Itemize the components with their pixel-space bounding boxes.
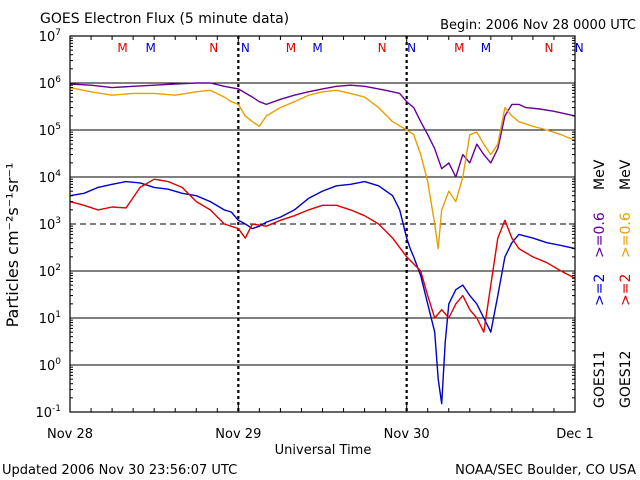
begin-time-label: Begin: 2006 Nov 28 0000 UTC	[440, 18, 636, 33]
legend-goes11: GOES11	[592, 351, 608, 408]
y-tick-exponent: 5	[55, 122, 61, 132]
legend-e2-goes11: >=2	[592, 274, 608, 306]
x-tick-label-3: Dec 1	[556, 427, 594, 442]
y-tick-exponent: 0	[55, 357, 61, 367]
marker-n-10: N	[545, 41, 554, 55]
updated-timestamp: Updated 2006 Nov 30 23:56:07 UTC	[2, 463, 237, 478]
series-group	[69, 82, 576, 405]
y-tick-exponent: 2	[55, 263, 61, 273]
series-line-3	[69, 178, 576, 333]
marker-n-3: N	[241, 41, 250, 55]
marker-m-9: M	[481, 41, 491, 55]
x-tick-label-1: Nov 29	[215, 427, 261, 442]
y-tick-exponent: 1	[55, 310, 61, 320]
y-axis-label: Particles cm⁻²s⁻¹sr⁻¹	[3, 163, 22, 328]
marker-m-5: M	[312, 41, 322, 55]
marker-m-8: M	[454, 41, 464, 55]
legend-e06-goes11: >=0.6	[592, 212, 608, 258]
legend-e06-goes12: >=0.6	[618, 212, 634, 258]
x-tick-label-2: Nov 30	[384, 427, 430, 442]
y-tick-exponent: 4	[55, 169, 61, 179]
legend-e2-goes12: >=2	[618, 274, 634, 306]
marker-n-6: N	[378, 41, 387, 55]
marker-m-0: M	[117, 41, 127, 55]
credit-label: NOAA/SEC Boulder, CO USA	[455, 463, 636, 478]
y-tick-exponent: -1	[52, 404, 61, 414]
x-tick-label-0: Nov 28	[47, 427, 93, 442]
marker-m-4: M	[286, 41, 296, 55]
legend-goes12: GOES12	[618, 351, 634, 408]
marker-n-7: N	[407, 41, 416, 55]
right-legend: GOES11 GOES12 >=2 >=0.6 MeV >=2 >=0.6 Me…	[592, 159, 634, 408]
y-tick-exponent: 6	[55, 75, 61, 85]
marker-n-11: N	[575, 41, 584, 55]
gridlines	[70, 82, 575, 366]
legend-unit-goes11: MeV	[592, 159, 608, 190]
marker-n-2: N	[209, 41, 218, 55]
marker-m-1: M	[145, 41, 155, 55]
x-axis-label: Universal Time	[275, 443, 372, 458]
day-separators	[237, 36, 408, 412]
y-tick-exponent: 3	[55, 216, 61, 226]
x-axis-ticks: Nov 28 Nov 29 Nov 30 Dec 1	[47, 36, 594, 442]
series-line-1	[69, 86, 576, 250]
chart-title: GOES Electron Flux (5 minute data)	[40, 11, 289, 27]
legend-unit-goes12: MeV	[618, 159, 634, 190]
y-tick-exponent: 7	[55, 28, 61, 38]
plot-frame	[69, 35, 576, 413]
series-line-0	[69, 82, 576, 178]
